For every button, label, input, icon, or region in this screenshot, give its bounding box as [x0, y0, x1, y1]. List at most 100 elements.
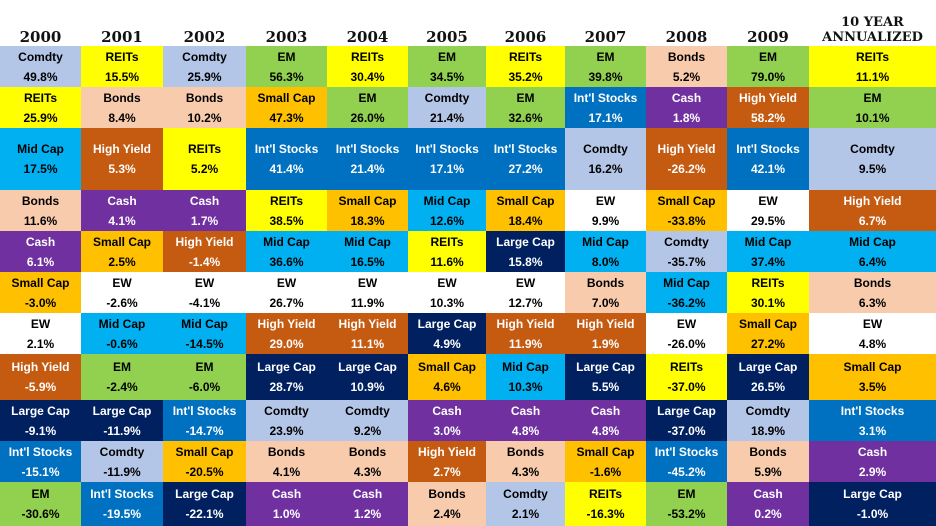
- asset-class-label: EM: [31, 487, 50, 501]
- return-value-label: 17.1%: [588, 110, 623, 125]
- return-value-label: 6.4%: [858, 254, 887, 269]
- asset-class-label: Mid Cap: [98, 316, 146, 331]
- asset-class-label: Bonds: [428, 487, 466, 501]
- return-value-label: 26.0%: [350, 110, 385, 125]
- quilt-cell: Bonds 11.6%: [0, 190, 81, 231]
- quilt-cell: Int'l Stocks 17.1%: [408, 128, 486, 190]
- return-value-label: 18.9%: [750, 423, 786, 438]
- quilt-cell: Cash 1.8%: [646, 87, 727, 128]
- return-value-label: 15.5%: [104, 69, 140, 84]
- asset-class-label: Mid Cap: [849, 234, 896, 249]
- asset-class-label: EW: [595, 193, 616, 208]
- quilt-cell: EM 26.0%: [327, 87, 408, 128]
- quilt-cell: EM 79.0%: [727, 46, 809, 87]
- return-value-label: -37.0%: [667, 423, 706, 438]
- asset-class-label: High Yield: [576, 316, 635, 331]
- asset-class-label: EW: [862, 316, 883, 331]
- asset-class-label: Large Cap: [843, 487, 902, 501]
- quilt-cell: EM 34.5%: [408, 46, 486, 87]
- return-value-label: -15.1%: [21, 464, 60, 479]
- quilt-cell: Comdty 9.5%: [809, 128, 936, 190]
- quilt-cell: Comdty 23.9%: [246, 400, 327, 441]
- return-value-label: 4.1%: [272, 464, 301, 479]
- asset-class-label: EM: [195, 360, 214, 374]
- return-value-label: 58.2%: [750, 110, 786, 125]
- return-value-label: 2.1%: [511, 507, 540, 521]
- asset-class-label: Large Cap: [496, 234, 555, 249]
- quilt-cell: EW 26.7%: [246, 272, 327, 313]
- quilt-cell: Large Cap 5.5%: [565, 354, 646, 400]
- asset-class-label: EM: [113, 360, 131, 374]
- return-value-label: 10.2%: [187, 110, 222, 125]
- asset-class-label: EW: [515, 275, 536, 290]
- return-value-label: -1.6%: [589, 464, 622, 479]
- return-value-label: 4.8%: [591, 423, 620, 438]
- asset-class-label: Mid Cap: [582, 234, 629, 249]
- asset-class-label: Cash: [432, 403, 462, 418]
- asset-class-label: Mid Cap: [263, 234, 310, 249]
- return-value-label: 34.5%: [429, 69, 465, 84]
- asset-class-label: High Yield: [496, 316, 555, 331]
- asset-class-label: EM: [863, 90, 882, 105]
- quilt-cell: Small Cap 4.6%: [408, 354, 486, 400]
- return-value-label: -4.1%: [188, 295, 221, 310]
- return-value-label: 10.3%: [429, 295, 465, 310]
- quilt-cell: Bonds 4.3%: [327, 441, 408, 482]
- quilt-cell: EW -2.6%: [81, 272, 163, 313]
- quilt-cell: Small Cap 27.2%: [727, 313, 809, 354]
- quilt-cell: Small Cap -3.0%: [0, 272, 81, 313]
- quilt-cell: Comdty 18.9%: [727, 400, 809, 441]
- asset-class-label: Large Cap: [92, 403, 152, 418]
- quilt-cell: Cash 1.2%: [327, 482, 408, 526]
- return-value-label: 2.5%: [108, 254, 136, 269]
- quilt-cell: Bonds 4.3%: [486, 441, 565, 482]
- asset-class-label: Int'l Stocks: [90, 487, 154, 501]
- return-value-label: 41.4%: [269, 162, 304, 176]
- return-value-label: 21.4%: [429, 110, 465, 125]
- quilt-cell: Mid Cap 8.0%: [565, 231, 646, 272]
- quilt-cell: Comdty -11.9%: [81, 441, 163, 482]
- asset-class-label: Comdty: [664, 234, 709, 249]
- asset-class-label: Bonds: [667, 49, 706, 64]
- asset-class-label: Comdty: [18, 49, 63, 64]
- column-header: 2001: [101, 28, 143, 46]
- return-value-label: 2.7%: [433, 464, 461, 479]
- quilt-cell: Large Cap 4.9%: [408, 313, 486, 354]
- quilt-cell: Comdty 21.4%: [408, 87, 486, 128]
- quilt-cell: EM -30.6%: [0, 482, 81, 526]
- asset-class-label: Mid Cap: [181, 316, 228, 331]
- quilt-cell: Mid Cap 6.4%: [809, 231, 936, 272]
- return-value-label: -26.2%: [667, 162, 706, 176]
- asset-class-label: REITs: [269, 193, 304, 208]
- asset-class-label: Int'l Stocks: [840, 403, 905, 418]
- asset-class-label: Comdty: [583, 142, 628, 156]
- return-value-label: -53.2%: [667, 507, 706, 521]
- asset-class-label: Comdty: [850, 142, 895, 156]
- asset-class-label: EW: [758, 193, 778, 208]
- quilt-cell: Cash 1.7%: [163, 190, 246, 231]
- return-value-label: -37.0%: [667, 380, 706, 394]
- asset-class-label: Small Cap: [175, 444, 234, 459]
- return-value-label: 11.9%: [508, 336, 543, 351]
- quilt-cell: Small Cap -20.5%: [163, 441, 246, 482]
- asset-class-label: Mid Cap: [663, 275, 710, 290]
- asset-class-label: Comdty: [745, 403, 791, 418]
- return-value-label: 11.6%: [23, 213, 58, 228]
- return-value-label: -19.5%: [102, 507, 142, 521]
- quilt-cell: EM 56.3%: [246, 46, 327, 87]
- asset-class-label: Mid Cap: [17, 142, 64, 156]
- return-value-label: -35.7%: [667, 254, 706, 269]
- asset-class-label: Small Cap: [417, 360, 477, 374]
- return-value-label: 4.1%: [108, 213, 136, 228]
- asset-class-label: Comdty: [345, 403, 390, 418]
- asset-class-label: High Yield: [11, 360, 70, 374]
- column-header: 2006: [504, 28, 547, 46]
- return-value-label: 17.1%: [429, 162, 465, 176]
- return-value-label: 4.6%: [433, 380, 461, 394]
- asset-class-label: Large Cap: [738, 360, 798, 374]
- quilt-cell: Int'l Stocks -45.2%: [646, 441, 727, 482]
- return-value-label: -1.0%: [856, 507, 889, 521]
- quilt-cell: EM -53.2%: [646, 482, 727, 526]
- return-value-label: 4.8%: [511, 423, 540, 438]
- return-value-label: 2.9%: [858, 464, 887, 479]
